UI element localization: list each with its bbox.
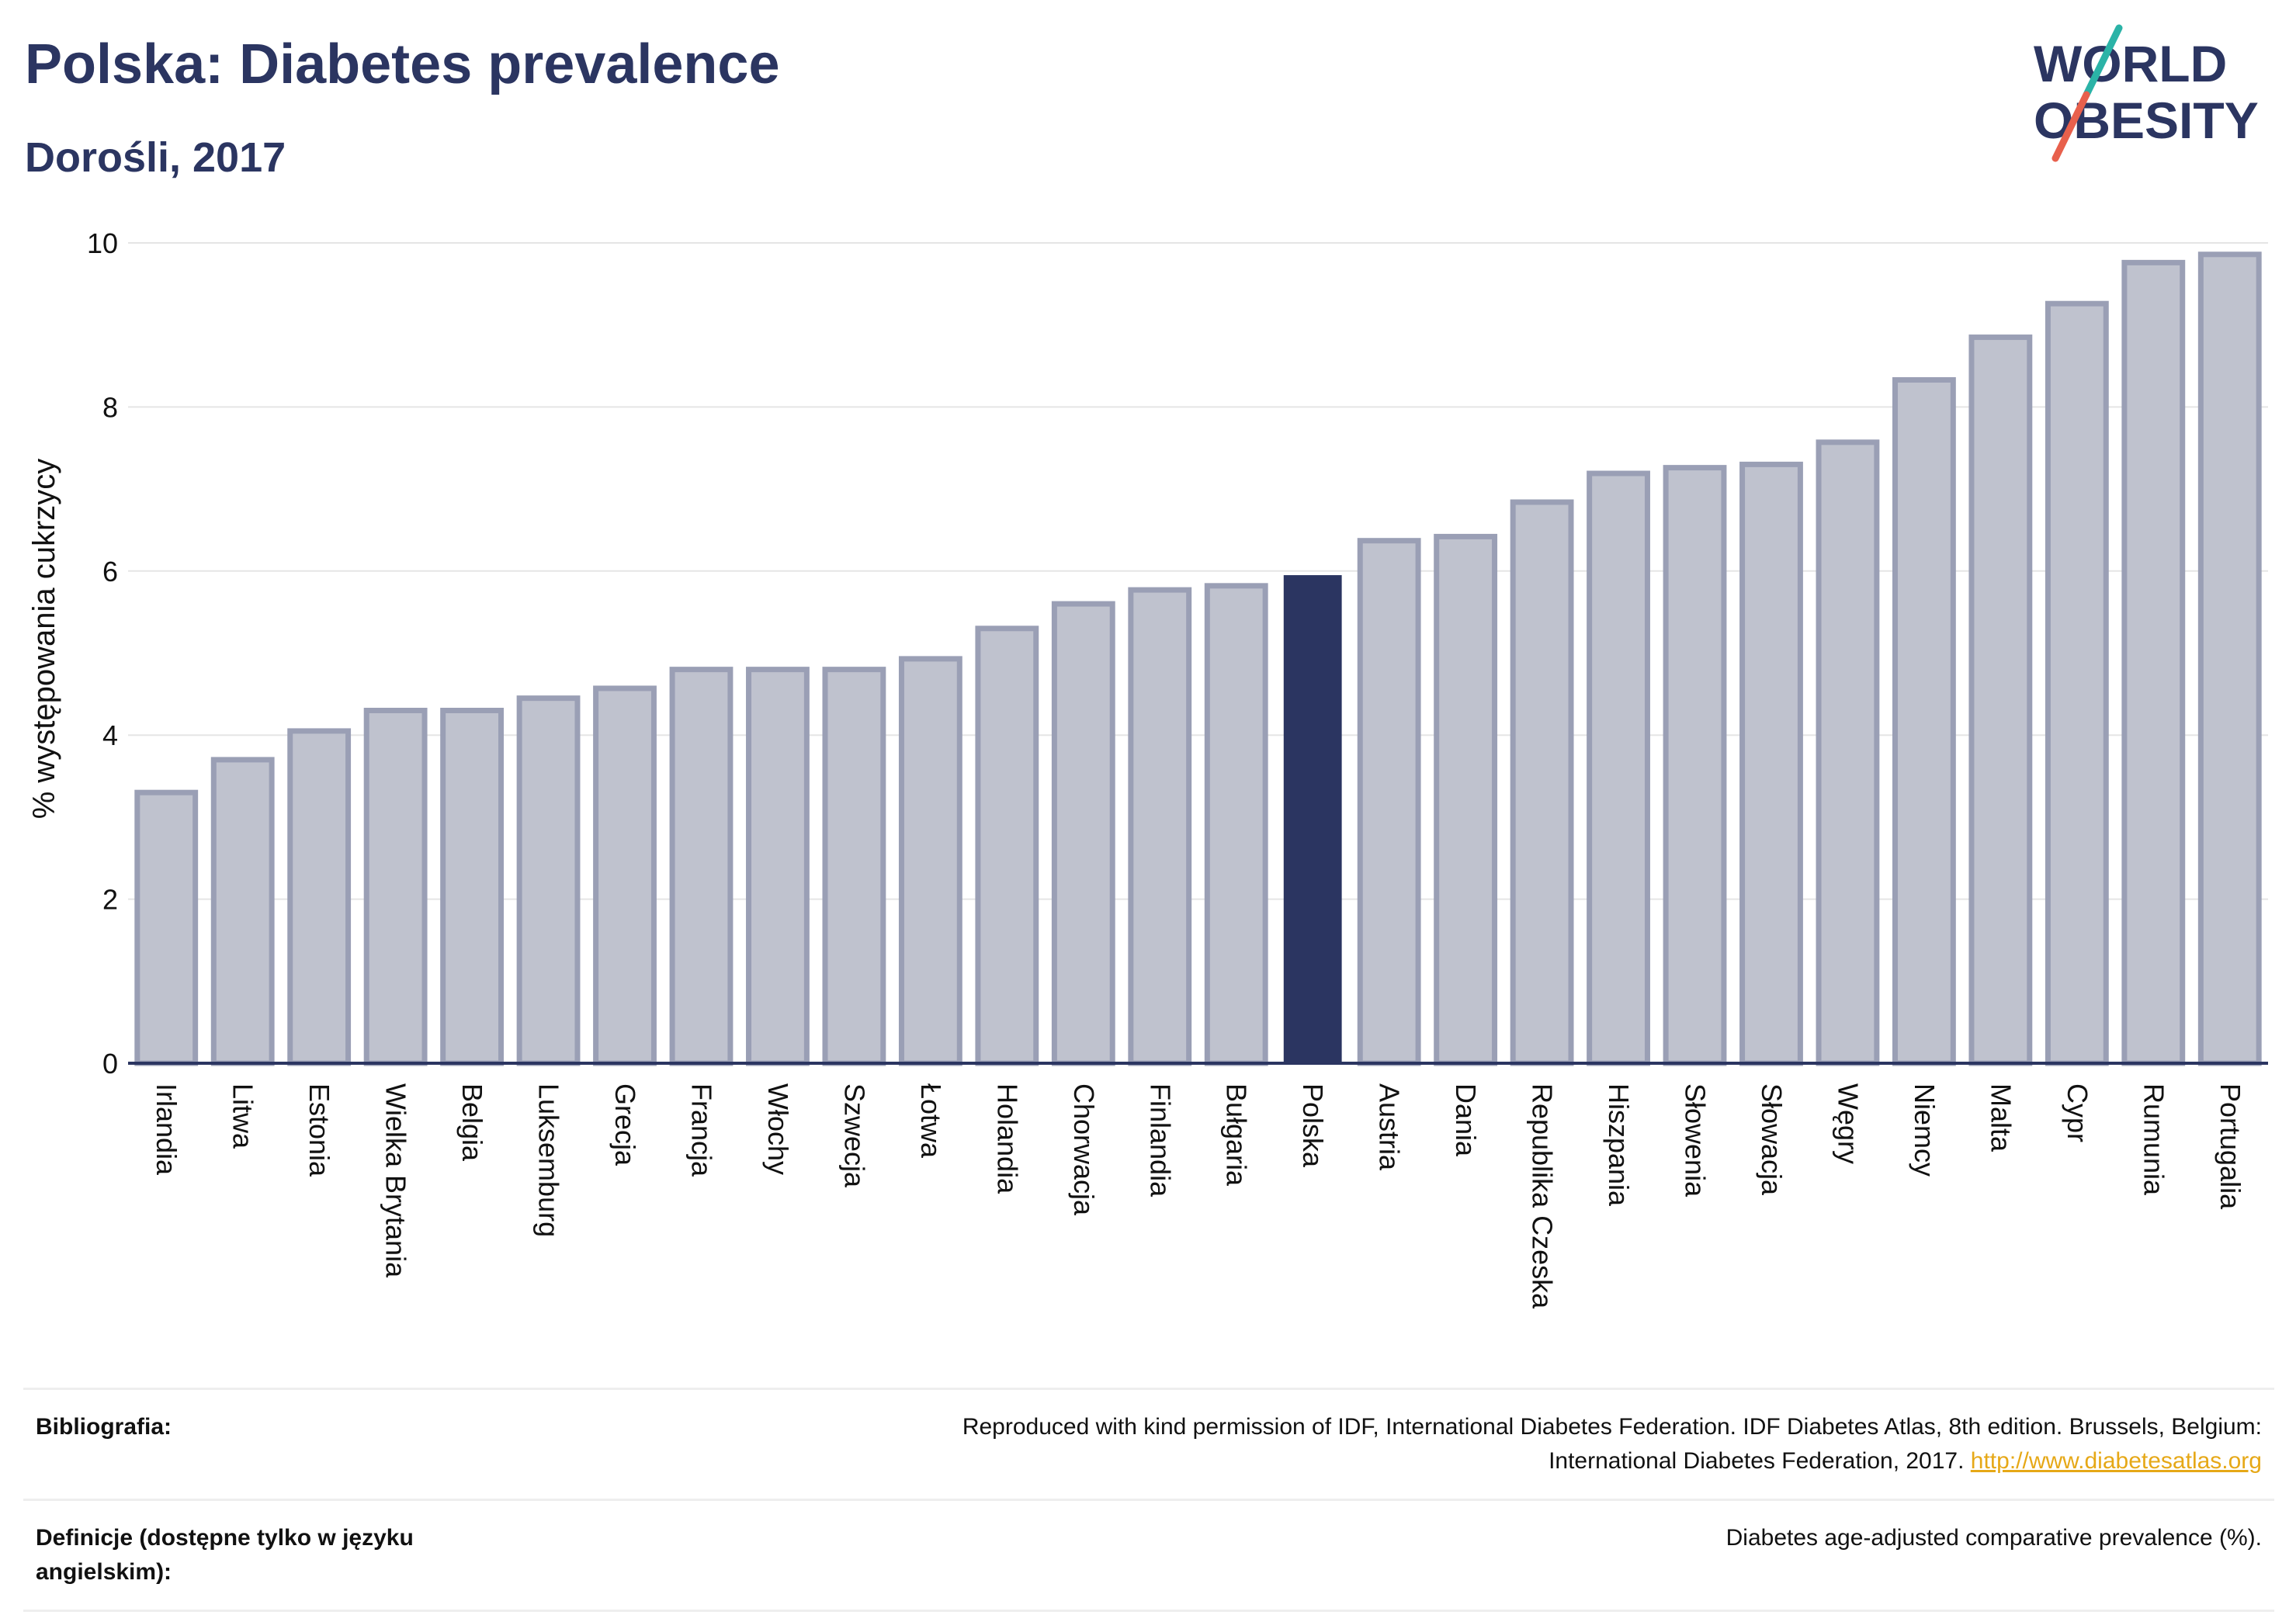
logo-line1: WORLD	[2034, 35, 2227, 92]
x-tick-label: Malta	[1985, 1083, 2017, 1152]
bar-luksemburg	[516, 695, 581, 1066]
x-tick-label: Polska	[1297, 1083, 1329, 1168]
y-tick-label: 2	[102, 884, 118, 916]
y-tick-label: 4	[102, 719, 118, 751]
bar-łotwa	[898, 656, 962, 1066]
bar-belgia	[440, 707, 505, 1066]
references-table: Bibliografia: Reproduced with kind permi…	[23, 1388, 2274, 1612]
bibliography-row: Bibliografia: Reproduced with kind permi…	[23, 1390, 2274, 1501]
x-tick-label: Niemcy	[1909, 1083, 1941, 1177]
bar-malta	[1968, 334, 2033, 1066]
bar-słowacja	[1739, 461, 1803, 1066]
bar-estonia	[287, 728, 352, 1066]
x-tick-label: Finlandia	[1144, 1083, 1176, 1197]
bar-francja	[669, 667, 734, 1066]
bar-republika-czeska	[1510, 499, 1574, 1066]
x-tick-label: Austria	[1374, 1083, 1406, 1171]
x-tick-label: Luksemburg	[533, 1083, 565, 1237]
bar-bułgaria	[1204, 583, 1268, 1066]
x-tick-label: Irlandia	[151, 1083, 182, 1176]
diabetes-atlas-link[interactable]: http://www.diabetesatlas.org	[1970, 1448, 2262, 1474]
axes: 0 2 4 6 8 10 Irlandia Litwa Estonia Wielka Brytan…	[87, 227, 2268, 1309]
x-tick-label: Litwa	[227, 1083, 259, 1149]
chart-title: Polska: Diabetes prevalence	[25, 33, 780, 95]
bar-rumunia	[2121, 259, 2186, 1066]
logo-slash-bottom	[2051, 91, 2090, 162]
x-tick-label: Portugalia	[2214, 1083, 2246, 1210]
x-tick-label: Słowenia	[1680, 1083, 1712, 1197]
chart-subtitle: Dorośli, 2017	[25, 134, 286, 181]
bar-węgry	[1816, 439, 1880, 1066]
bar-polska	[1283, 575, 1342, 1063]
x-tick-label: Wielka Brytania	[380, 1083, 412, 1278]
definitions-row: Definicje (dostępne tylko w języku angie…	[23, 1501, 2274, 1612]
x-tick-label: Rumunia	[2138, 1083, 2169, 1196]
bar-dania	[1434, 533, 1498, 1066]
bar-irlandia	[134, 789, 199, 1066]
x-tick-label: Węgry	[1832, 1083, 1864, 1164]
bar-słowenia	[1663, 465, 1727, 1066]
bar-holandia	[975, 626, 1039, 1066]
bar-niemcy	[1892, 377, 1956, 1066]
x-tick-label: Hiszpania	[1603, 1083, 1635, 1207]
y-axis-label: % występowania cukrzycy	[27, 459, 61, 820]
bar-litwa	[210, 757, 275, 1066]
bibliography-text: Reproduced with kind permission of IDF, …	[554, 1410, 2274, 1478]
definitions-label: Definicje (dostępne tylko w języku angie…	[36, 1525, 414, 1585]
x-tick-label: Republika Czeska	[1527, 1083, 1559, 1309]
bibliography-text-line2: International Diabetes Federation, 2017.	[1549, 1448, 1965, 1474]
logo-slash-top	[2083, 24, 2123, 99]
bar-austria	[1357, 538, 1421, 1066]
bar-chorwacja	[1051, 601, 1115, 1066]
bar-wielka-brytania	[363, 707, 428, 1066]
x-tick-label: Łotwa	[915, 1083, 947, 1159]
bibliography-label: Bibliografia:	[36, 1414, 172, 1440]
x-tick-label: Francja	[685, 1083, 717, 1177]
x-tick-label: Bułgaria	[1221, 1083, 1253, 1187]
bars	[134, 251, 2262, 1066]
x-tick-label: Cypr	[2062, 1083, 2093, 1142]
x-tick-label: Włochy	[762, 1083, 794, 1175]
x-tick-label: Chorwacja	[1068, 1083, 1100, 1216]
x-tick-label: Szwecja	[838, 1083, 870, 1188]
y-tick-label: 10	[87, 227, 118, 259]
x-tick-label: Dania	[1450, 1083, 1482, 1157]
bar-finlandia	[1128, 587, 1192, 1066]
bar-cypr	[2045, 300, 2109, 1066]
y-tick-label: 6	[102, 556, 118, 587]
y-tick-label: 0	[102, 1048, 118, 1080]
definitions-text: Diabetes age-adjusted comparative preval…	[1725, 1525, 2262, 1551]
bar-portugalia	[2197, 251, 2262, 1066]
x-tick-label: Grecja	[609, 1083, 641, 1166]
bar-hiszpania	[1587, 470, 1650, 1066]
x-tick-label: Belgia	[456, 1083, 488, 1162]
world-obesity-logo: WORLD OBESITY	[2034, 24, 2259, 162]
bar-włochy	[746, 667, 810, 1066]
bibliography-text-line1: Reproduced with kind permission of IDF, …	[962, 1414, 2262, 1440]
y-tick-label: 8	[102, 391, 118, 423]
x-tick-label: Estonia	[303, 1083, 335, 1177]
bar-grecja	[593, 685, 657, 1066]
bar-chart: 0 2 4 6 8 10 Irlandia Litwa Estonia Wielka Brytan…	[27, 227, 2268, 1309]
bar-szwecja	[822, 667, 886, 1066]
x-tick-label: Słowacja	[1756, 1083, 1788, 1196]
x-tick-label: Holandia	[991, 1083, 1023, 1194]
